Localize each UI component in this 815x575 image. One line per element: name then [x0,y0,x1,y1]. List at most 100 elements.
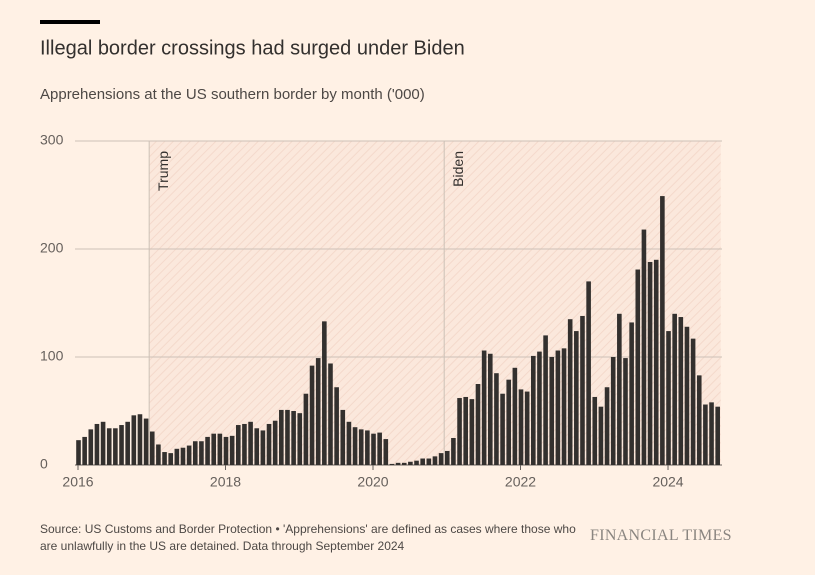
bar [598,406,604,465]
bar [395,462,401,465]
bar [604,387,610,465]
bar [322,321,327,465]
bar [524,391,530,465]
bar [358,429,364,465]
bar [88,429,94,465]
bar [328,363,333,465]
y-tick-label: 100 [40,348,64,364]
bar [715,406,720,465]
bar [709,402,714,465]
bar [260,430,266,465]
bar [352,427,358,465]
bar [113,428,118,465]
x-tick-label: 2020 [357,474,388,490]
bar [451,438,456,465]
bar [365,430,370,465]
bar [137,414,143,465]
bar [205,436,210,465]
y-tick-label: 0 [40,456,48,472]
bar [192,441,198,465]
bar [426,458,432,465]
bar [217,433,223,465]
bar [315,358,321,465]
bar [389,463,395,465]
bar [641,229,647,465]
bar [279,409,284,465]
bar [617,313,622,465]
bar [401,462,407,465]
bar [444,450,450,465]
bar [574,331,579,465]
bar [143,418,149,465]
bar [586,281,591,465]
bar [653,259,659,465]
bar [555,350,561,465]
bar [672,313,677,465]
bar [494,373,499,465]
bar [131,415,137,465]
bar [475,384,481,465]
chart-title: Illegal border crossings had surged unde… [40,37,465,59]
bar [531,355,536,465]
bar [76,440,81,465]
bar [666,331,671,465]
bar [647,261,653,465]
bar [309,365,315,465]
bar [242,423,247,465]
bar [684,326,690,465]
bar [303,393,309,465]
bar [199,441,204,465]
bar [119,425,124,465]
bar [285,409,290,465]
bar [248,421,253,465]
bar [180,447,186,465]
bar [506,379,512,465]
bar [696,375,702,465]
bar [481,350,487,465]
bar [82,436,87,465]
bar [266,423,272,465]
bar [174,448,180,465]
x-tick-label: 2022 [505,474,536,490]
bar [340,409,346,465]
bar [125,421,130,465]
bar [512,367,518,465]
bar [592,396,598,465]
bar [371,433,376,465]
bar [610,357,616,465]
bar [537,351,542,465]
bar [678,317,684,465]
bar [543,335,548,465]
bar [703,404,708,465]
x-tick-label: 2016 [62,474,93,490]
bar [223,436,229,465]
bar [211,433,217,465]
bar [272,420,278,465]
bar [487,353,493,465]
bar [432,456,438,465]
y-tick-label: 300 [40,132,64,148]
x-tick-label: 2024 [652,474,683,490]
x-tick-label: 2018 [210,474,241,490]
bar [100,421,106,465]
bar [186,445,192,465]
bar [235,425,241,465]
chart-subtitle: Apprehensions at the US southern border … [40,86,425,103]
bar [254,428,260,465]
bar [334,387,339,465]
bar [580,315,585,465]
bar [383,439,389,465]
bar [549,357,555,465]
bar [162,452,167,465]
bar [635,269,641,465]
bar [94,423,100,465]
bar [149,431,155,465]
brand-logo: FINANCIAL TIMES [590,527,732,544]
y-tick-label: 200 [40,240,64,256]
bar [438,453,444,465]
bar [291,411,296,465]
bar [629,322,634,465]
bar [457,398,462,465]
